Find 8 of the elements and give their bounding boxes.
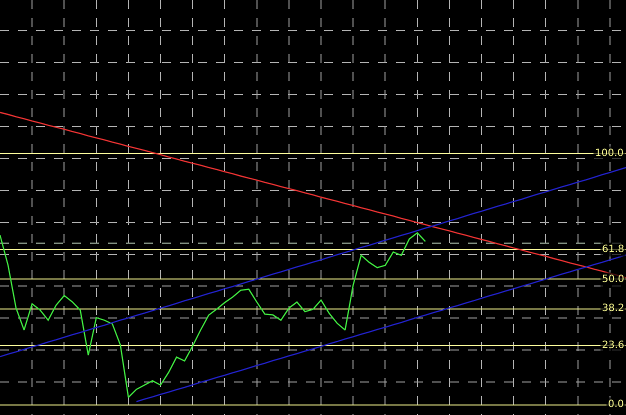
line-series — [0, 232, 426, 398]
y-tick-label: 61.8 — [602, 244, 624, 255]
y-tick-label: 100.0 — [595, 148, 624, 159]
y-tick-label: 38.2 — [602, 303, 624, 314]
y-tick-label: 50.0 — [602, 274, 624, 285]
y-tick-label: 0.0 — [608, 399, 624, 410]
y-tick-label: 23.6 — [602, 340, 624, 351]
line-series — [0, 166, 626, 358]
